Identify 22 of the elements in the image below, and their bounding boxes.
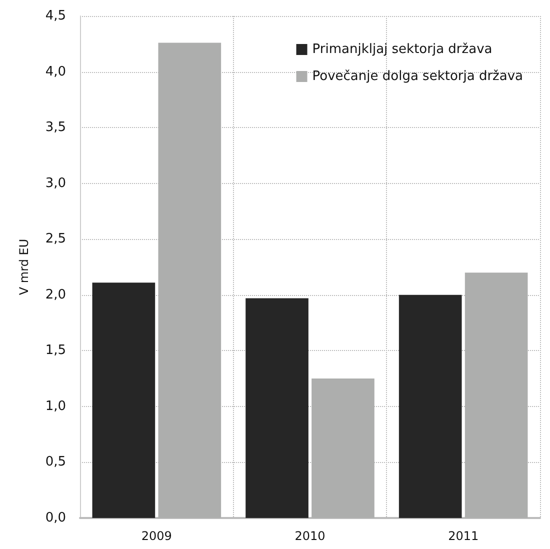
- y-tick-label: 1,5: [45, 343, 66, 358]
- x-tick-label: 2011: [448, 529, 479, 543]
- legend-label: Povečanje dolga sektorja država: [312, 69, 524, 84]
- x-tick-label: 2010: [294, 529, 326, 543]
- y-tick-label: 0,5: [45, 454, 66, 470]
- y-tick-label: 4,5: [45, 8, 66, 24]
- bar: [464, 272, 528, 518]
- legend-label: Primanjkljaj sektorja država: [312, 42, 492, 57]
- bar: [312, 378, 374, 518]
- y-tick-label: 1,0: [45, 398, 66, 414]
- y-tick-label: 2,0: [45, 287, 66, 302]
- y-tick-label: 3,0: [45, 176, 66, 191]
- bar: [158, 42, 222, 518]
- y-tick-label: 2,5: [45, 232, 66, 247]
- y-tick-label: 3,5: [45, 120, 66, 136]
- y-axis-title: V mrd EU: [17, 238, 31, 296]
- y-tick-label: 4,0: [45, 64, 66, 80]
- bar: [398, 294, 462, 518]
- bar: [246, 298, 308, 518]
- bar: [92, 282, 156, 518]
- x-tick-label: 2009: [141, 529, 172, 543]
- y-tick-label: 0,0: [45, 510, 66, 526]
